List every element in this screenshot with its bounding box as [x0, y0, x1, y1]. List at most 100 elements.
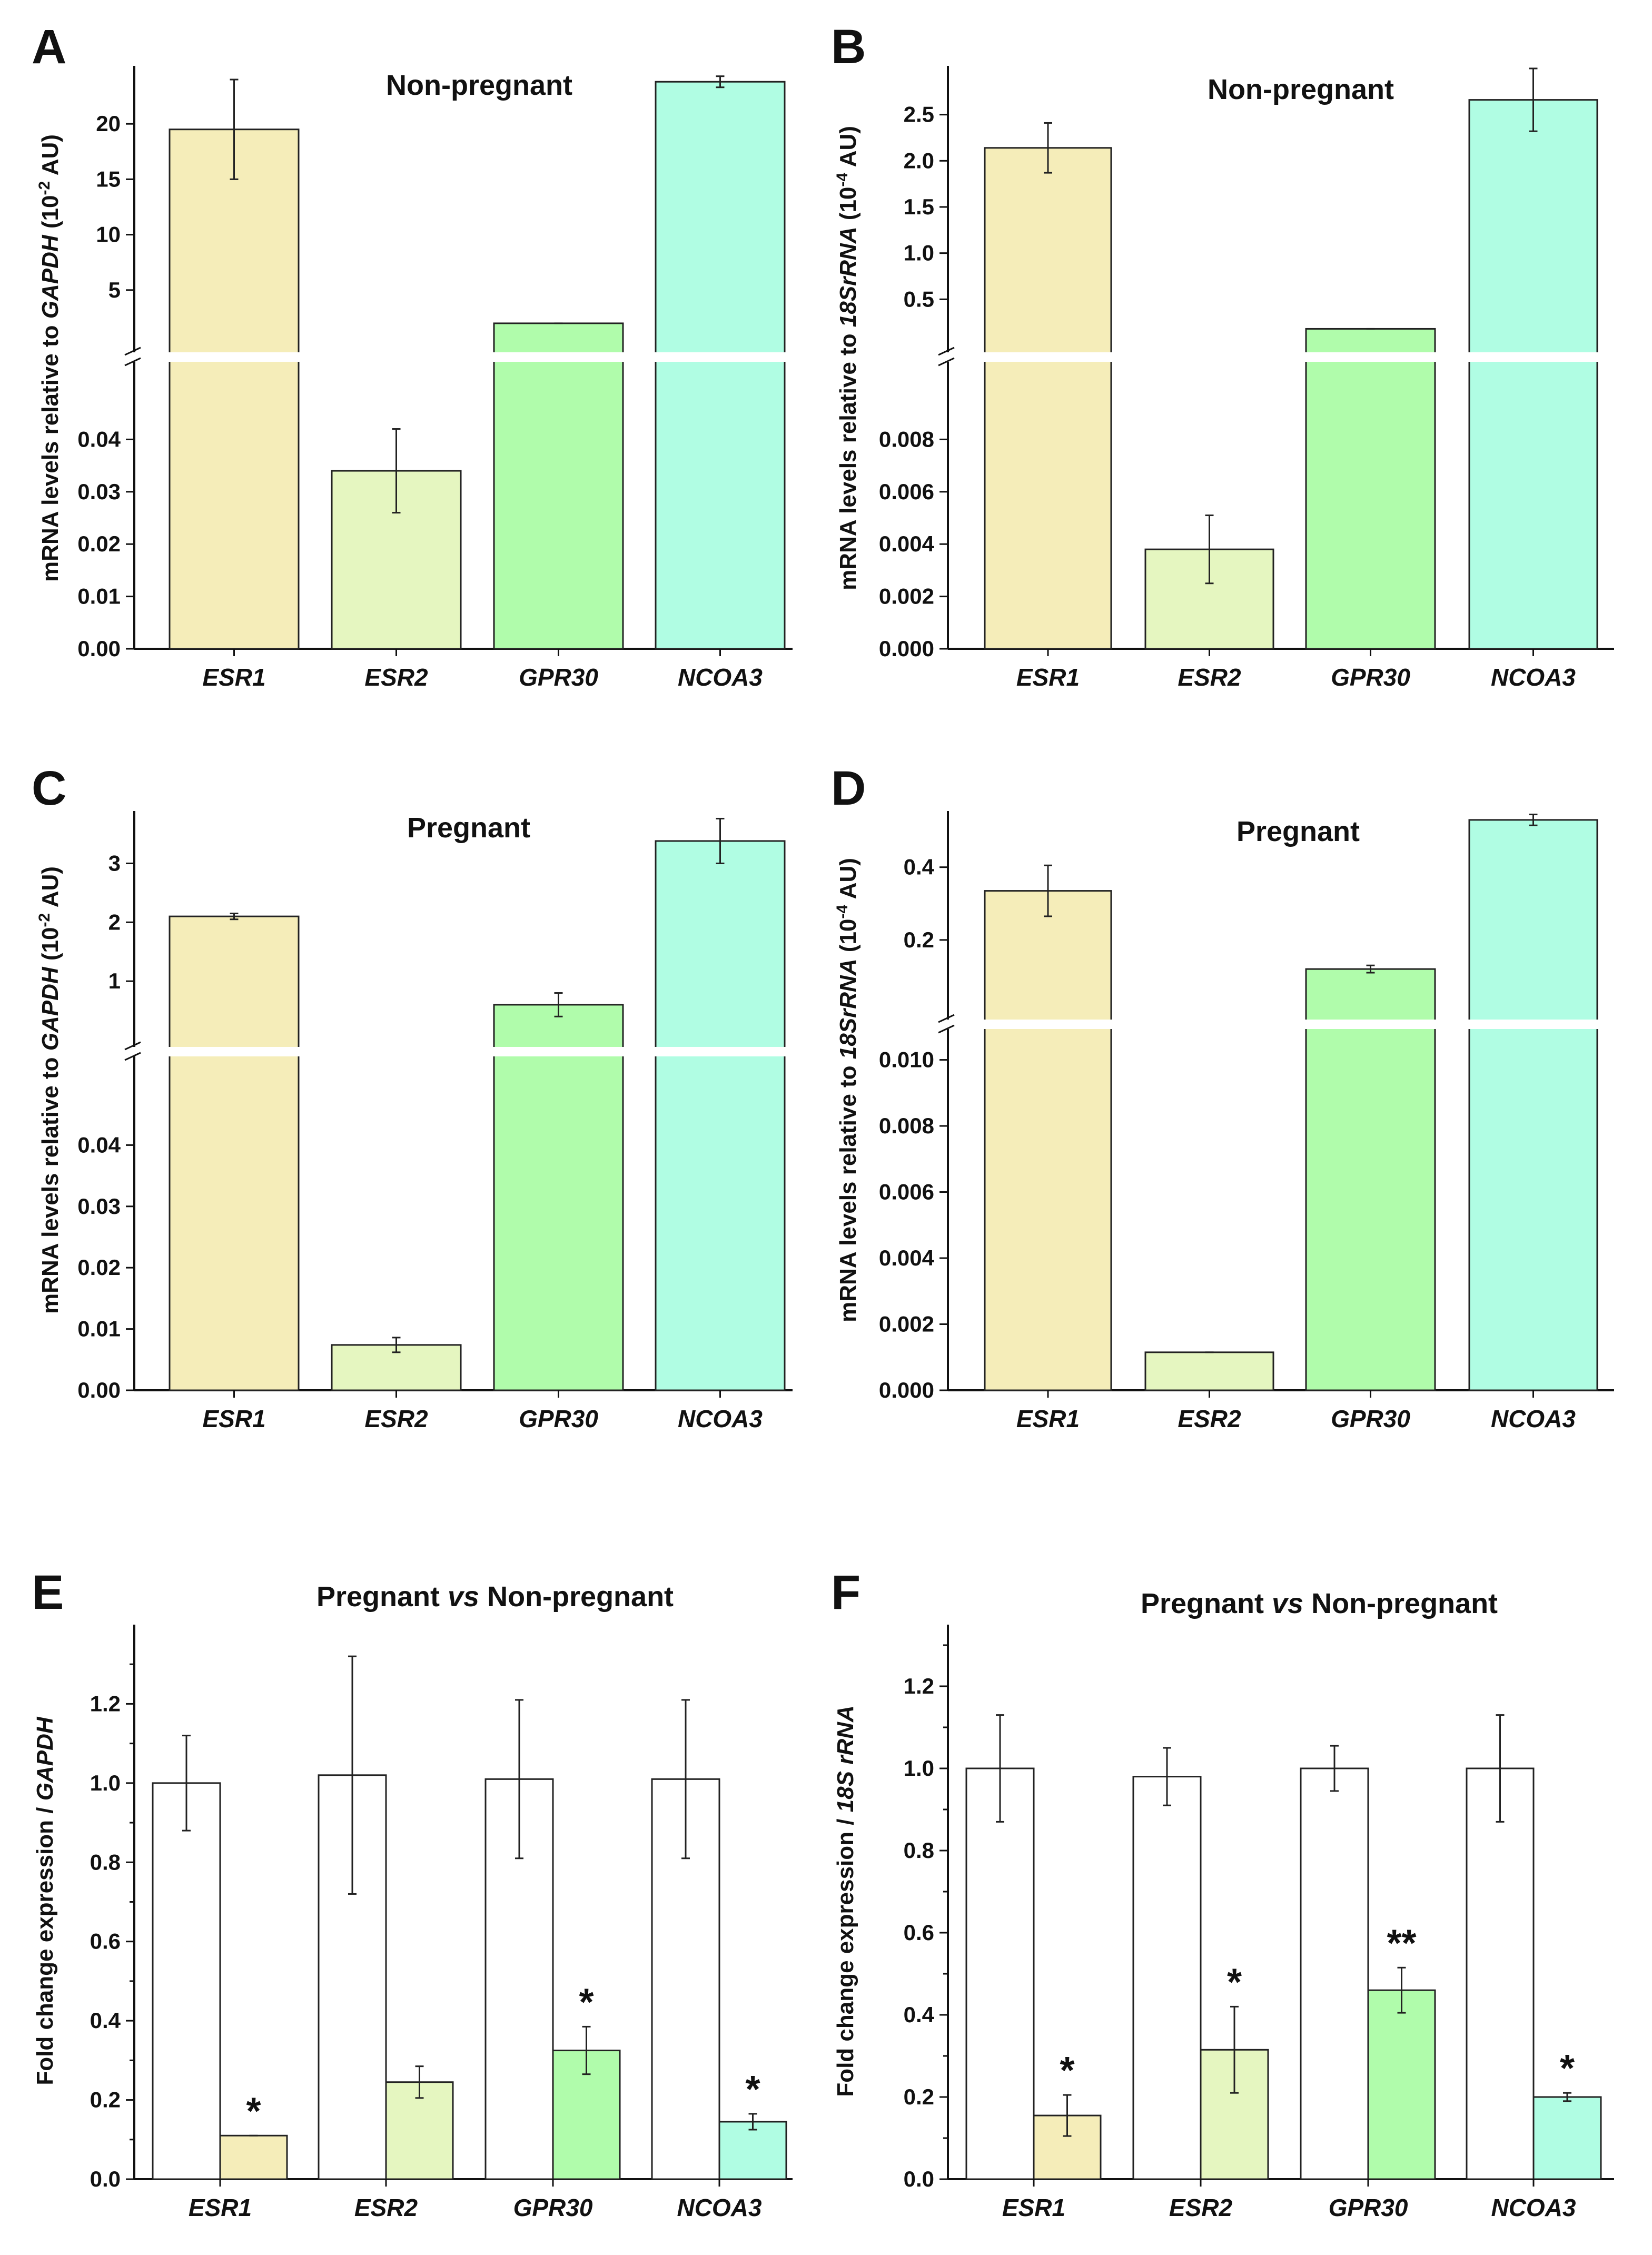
- ylabel-part: mRNA levels relative to: [37, 1051, 63, 1314]
- x-category-label: ESR2: [1178, 664, 1241, 691]
- y-tick-label: 1: [108, 968, 121, 993]
- significance-marker: *: [745, 2069, 760, 2111]
- y-axis-label: Fold change expression / 18S rRNA: [833, 1705, 858, 2096]
- ylabel-part: mRNA levels relative to: [37, 319, 63, 582]
- x-category-label: ESR2: [364, 664, 428, 691]
- x-category-label: NCOA3: [678, 664, 763, 691]
- ylabel-part: Fold change expression /: [833, 1812, 858, 2096]
- title-part: Pregnant: [316, 1581, 448, 1613]
- axis-break-mark: [124, 357, 141, 367]
- y-tick-label: 2.0: [904, 148, 934, 173]
- ylabel-unit: (10: [37, 195, 63, 235]
- axis-break-mark: [938, 357, 955, 367]
- ylabel-exponent: -2: [36, 181, 53, 195]
- y-axis-label-text: mRNA levels relative to GAPDH (10-2 AU): [36, 866, 63, 1314]
- y-tick-label: 0.002: [879, 584, 934, 609]
- panel-letter: B: [831, 20, 866, 74]
- title-part: Non-pregnant: [1303, 1588, 1498, 1619]
- significance-marker: **: [1387, 1922, 1416, 1964]
- axis-break-mark: [124, 1052, 141, 1061]
- y-tick-label: 1.2: [90, 1691, 121, 1716]
- ylabel-part: mRNA levels relative to: [835, 327, 861, 590]
- y-tick-label: 0.004: [879, 1245, 935, 1270]
- y-tick-label: 1.5: [904, 194, 934, 219]
- ylabel-unit-end: AU): [835, 858, 861, 905]
- panel-title: Non-pregnant: [386, 70, 572, 101]
- x-category-label: ESR1: [189, 2194, 252, 2221]
- title-part: Pregnant: [1141, 1588, 1272, 1619]
- bar-pregnant-gpr30: [1367, 1989, 1436, 2180]
- y-tick-label: 20: [96, 111, 121, 136]
- y-axis-label: mRNA levels relative to GAPDH (10-2 AU): [36, 866, 63, 1314]
- significance-marker: *: [579, 1981, 593, 2023]
- y-tick-label: 5: [108, 278, 121, 302]
- bar-ncoa3: [655, 840, 786, 1391]
- y-tick-label: 0.01: [77, 1317, 121, 1341]
- y-tick-label: 0.004: [879, 531, 935, 556]
- y-tick-label: 0.2: [90, 2088, 121, 2112]
- y-tick-label: 0.8: [90, 1850, 121, 1874]
- y-tick-label: 0.0: [90, 2167, 121, 2191]
- panel-title: Pregnant: [407, 812, 530, 844]
- x-category-label: ESR2: [364, 1405, 428, 1432]
- y-axis-label-text: mRNA levels relative to 18SrRNA (10-4 AU…: [834, 858, 861, 1322]
- bar-nonpregnant-ncoa3: [1466, 1767, 1535, 2180]
- y-tick-label: 0.6: [904, 1920, 934, 1945]
- ylabel-exponent: -4: [834, 173, 851, 187]
- y-tick-label: 1.0: [90, 1771, 121, 1795]
- title-vs: vs: [448, 1581, 479, 1613]
- y-tick-label: 0.002: [879, 1312, 934, 1337]
- y-axis-label: mRNA levels relative to 18SrRNA (10-4 AU…: [834, 126, 861, 590]
- y-axis-label: Fold change expression / GAPDH: [32, 1716, 58, 2085]
- significance-marker: *: [1227, 1961, 1242, 2003]
- axis-break-mark: [938, 1014, 955, 1023]
- ylabel-unit: (10: [835, 919, 861, 959]
- x-category-label: GPR30: [1329, 2194, 1408, 2221]
- y-tick-label: 0.4: [904, 855, 935, 879]
- x-category-label: ESR1: [1002, 2194, 1065, 2221]
- y-tick-label: 0.02: [77, 1255, 121, 1280]
- x-category-label: NCOA3: [678, 1405, 763, 1432]
- y-tick-label: 0.8: [904, 1838, 934, 1863]
- axis-break-band: [122, 1047, 796, 1056]
- x-category-label: ESR1: [202, 664, 265, 691]
- y-tick-label: 0.010: [879, 1047, 934, 1072]
- axis-break-mark: [124, 347, 141, 356]
- bar-pregnant-esr1: [219, 2134, 288, 2180]
- x-category-label: ESR2: [354, 2194, 418, 2221]
- y-tick-label: 3: [108, 850, 121, 875]
- x-category-label: ESR1: [202, 1405, 265, 1432]
- ylabel-exponent: -4: [834, 905, 851, 919]
- x-category-label: NCOA3: [1491, 664, 1576, 691]
- panel-A: A Non-pregnant 0.00 0.01 0.02 0.03 0.04 5 10 15 20…: [32, 20, 796, 691]
- ylabel-gene: GAPDH: [37, 234, 63, 319]
- axis-break-band: [122, 352, 796, 362]
- x-category-label: ESR2: [1169, 2194, 1233, 2221]
- bar-pregnant-ncoa3: [1532, 2096, 1602, 2180]
- y-tick-label: 2: [108, 909, 121, 934]
- y-tick-label: 0.0: [904, 2167, 934, 2191]
- y-tick-label: 0.4: [90, 2008, 121, 2033]
- y-tick-label: 0.00: [77, 1378, 121, 1402]
- y-tick-label: 0.5: [904, 286, 934, 311]
- bar-nonpregnant-esr1: [152, 1782, 221, 2180]
- ylabel-unit-end: AU): [37, 866, 63, 913]
- panel-title: Non-pregnant: [1208, 74, 1394, 105]
- bar-nonpregnant-esr2: [1132, 1776, 1202, 2180]
- axis-break-mark: [124, 1041, 141, 1051]
- ylabel-unit: (10: [37, 927, 63, 967]
- panel-D: D Pregnant 0.000 0.002 0.004 0.006 0.008 0.010 0…: [831, 761, 1617, 1432]
- y-tick-label: 0.000: [879, 1378, 934, 1402]
- y-tick-label: 0.000: [879, 636, 934, 661]
- axis-break-band: [935, 352, 1617, 362]
- bar-esr1: [169, 915, 300, 1391]
- ylabel-gene: 18S rRNA: [833, 1705, 858, 1812]
- y-axis-label-text: mRNA levels relative to GAPDH (10-2 AU): [36, 134, 63, 582]
- y-tick-label: 0.008: [879, 1113, 934, 1138]
- y-tick-label: 15: [96, 166, 121, 191]
- y-axis-label: mRNA levels relative to GAPDH (10-2 AU): [36, 134, 63, 582]
- bar-esr1: [984, 147, 1112, 650]
- x-category-label: GPR30: [1331, 664, 1410, 691]
- title-part: Non-pregnant: [479, 1581, 674, 1613]
